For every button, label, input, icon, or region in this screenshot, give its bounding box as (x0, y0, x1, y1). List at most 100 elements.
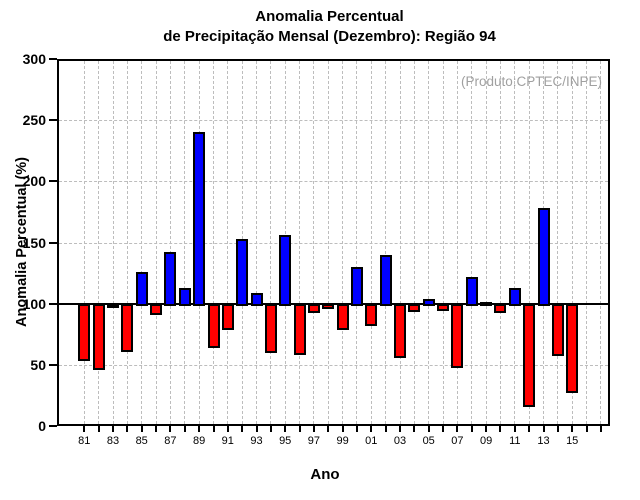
v-gridline (155, 61, 157, 424)
x-axis-tick (112, 425, 114, 432)
y-tick-label: 50 (30, 356, 46, 373)
v-gridline (270, 61, 272, 424)
x-axis-tick (470, 425, 473, 432)
x-tick-label: 01 (365, 435, 378, 447)
x-axis-tick (312, 425, 315, 432)
x-axis-tick (413, 425, 416, 432)
bar-2001 (365, 303, 378, 327)
y-tick-label: 300 (22, 51, 46, 67)
bar-1982 (92, 303, 105, 371)
v-gridline (399, 61, 401, 424)
y-axis-tick (49, 180, 57, 183)
x-tick-label: 93 (250, 435, 263, 447)
v-gridline (456, 61, 458, 424)
x-tick-label: 97 (307, 435, 321, 447)
h-gridline (59, 242, 608, 244)
x-axis-tick (169, 425, 172, 432)
x-axis-tick (126, 425, 129, 432)
x-axis-tick (485, 425, 488, 432)
v-gridline (557, 61, 559, 424)
bar-2005 (422, 298, 435, 306)
bar-1997 (307, 303, 320, 313)
bar-1985 (135, 271, 148, 306)
bar-2015 (566, 303, 579, 393)
v-gridline (327, 61, 329, 424)
bar-2008 (465, 276, 478, 306)
x-axis-tick (327, 425, 330, 432)
bar-1988 (178, 287, 191, 306)
v-gridline (112, 61, 114, 424)
x-axis-tick (212, 425, 215, 432)
x-axis-tick (370, 425, 373, 432)
x-axis-tick (198, 425, 201, 432)
y-axis-tick (49, 241, 57, 244)
x-axis-tick (399, 425, 401, 432)
bar-2010 (494, 303, 507, 313)
x-axis-tick (183, 425, 186, 432)
x-axis-tick (499, 425, 502, 432)
bar-2009 (480, 302, 493, 307)
v-gridline (586, 61, 587, 424)
x-axis-tick (513, 425, 516, 432)
v-gridline (256, 61, 257, 424)
y-tick-label: 250 (22, 112, 46, 129)
bar-1981 (78, 303, 91, 361)
x-axis-tick (140, 425, 143, 432)
bar-1994 (264, 303, 277, 354)
bar-2014 (551, 303, 564, 356)
y-axis-tick (49, 58, 57, 60)
bar-1989 (193, 132, 206, 306)
v-gridline (528, 61, 530, 424)
h-gridline (59, 364, 608, 366)
x-tick-label: 91 (221, 435, 234, 447)
v-gridline (313, 61, 315, 424)
x-axis-tick (528, 425, 531, 432)
bar-1987 (164, 252, 177, 306)
x-axis-tick (427, 425, 430, 432)
h-gridline (59, 181, 608, 183)
bar-1990 (207, 303, 220, 349)
x-axis-tick (241, 425, 244, 432)
v-gridline (428, 61, 430, 424)
chart-title-line1: Anomalia Percentual (255, 8, 404, 25)
x-tick-label: 83 (106, 435, 120, 447)
x-axis-tick (298, 425, 301, 432)
x-axis-tick (542, 425, 545, 432)
x-axis-tick (83, 425, 86, 432)
v-gridline (442, 61, 444, 424)
x-tick-label: 95 (279, 435, 292, 447)
v-gridline (499, 61, 501, 424)
v-gridline (485, 61, 487, 424)
x-axis-tick (269, 425, 272, 432)
bar-1984 (121, 303, 134, 353)
x-tick-label: 85 (135, 435, 148, 447)
bar-2013 (537, 208, 550, 306)
bar-2000 (350, 267, 363, 306)
v-gridline (299, 61, 301, 424)
x-axis-tick (255, 425, 258, 432)
x-axis-tick (585, 425, 588, 432)
x-axis-tick (599, 425, 602, 432)
x-tick-label: 87 (164, 435, 177, 447)
x-axis-tick (456, 425, 459, 432)
y-tick-label: 100 (22, 295, 46, 312)
bar-1986 (150, 303, 162, 316)
v-gridline (385, 61, 387, 424)
y-tick-label: 200 (22, 173, 46, 190)
v-gridline (514, 61, 516, 424)
y-axis-tick (49, 425, 57, 427)
y-axis-tick (49, 302, 57, 305)
h-gridline (59, 120, 608, 122)
x-tick-label: 13 (537, 435, 550, 447)
v-gridline (571, 61, 573, 424)
bar-2003 (394, 303, 406, 359)
y-axis-tick (49, 119, 57, 122)
bar-2011 (508, 287, 521, 306)
v-gridline (342, 61, 344, 424)
bar-1999 (336, 303, 349, 331)
bar-1993 (250, 292, 263, 306)
x-tick-label: 99 (336, 435, 349, 447)
x-axis-tick (97, 425, 100, 432)
plot-area: (Produto:CPTEC/INPE) (57, 59, 610, 426)
